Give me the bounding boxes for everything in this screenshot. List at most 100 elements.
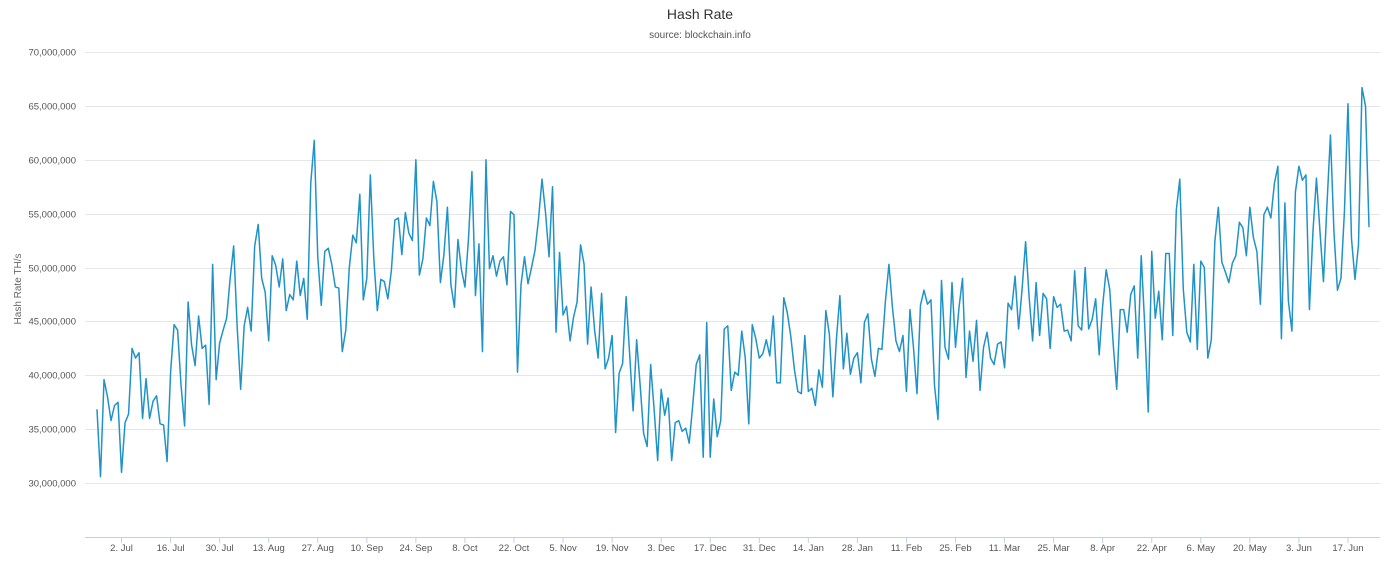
data-point[interactable] [841,367,845,371]
data-point[interactable] [866,312,870,316]
data-point[interactable] [684,426,688,430]
data-point[interactable] [225,316,229,320]
data-point[interactable] [1143,324,1147,328]
data-point[interactable] [466,238,470,242]
data-point[interactable] [1052,295,1056,299]
data-point[interactable] [358,192,362,196]
data-point[interactable] [876,346,880,350]
data-point[interactable] [158,422,162,426]
data-point[interactable] [1279,337,1283,341]
data-point[interactable] [726,324,730,328]
data-point[interactable] [792,367,796,371]
data-point[interactable] [729,388,733,392]
data-point[interactable] [985,330,989,334]
data-point[interactable] [165,460,169,464]
data-point[interactable] [473,294,477,298]
data-point[interactable] [1223,270,1227,274]
data-point[interactable] [796,390,800,394]
data-point[interactable] [1192,262,1196,266]
data-point[interactable] [1293,190,1297,194]
data-point[interactable] [449,283,453,287]
data-point[interactable] [940,278,944,282]
data-point[interactable] [803,333,807,337]
data-point[interactable] [918,303,922,307]
data-point[interactable] [505,283,509,287]
data-point[interactable] [95,408,99,412]
data-point[interactable] [785,311,789,315]
data-point[interactable] [452,305,456,309]
data-point[interactable] [586,342,590,346]
data-point[interactable] [523,255,527,259]
data-point[interactable] [947,357,951,361]
data-point[interactable] [572,315,576,319]
data-point[interactable] [337,286,341,290]
data-point[interactable] [1055,305,1059,309]
data-point[interactable] [1297,164,1301,168]
data-point[interactable] [1010,308,1014,312]
data-point[interactable] [1185,330,1189,334]
data-point[interactable] [1139,254,1143,258]
data-point[interactable] [347,266,351,270]
data-point[interactable] [281,257,285,261]
data-point[interactable] [596,356,600,360]
data-point[interactable] [1150,249,1154,253]
data-point[interactable] [487,267,491,271]
data-point[interactable] [950,281,954,285]
data-point[interactable] [1328,133,1332,137]
data-point[interactable] [1059,302,1063,306]
data-point[interactable] [652,408,656,412]
data-point[interactable] [740,329,744,333]
data-point[interactable] [1314,176,1318,180]
data-point[interactable] [186,300,190,304]
data-point[interactable] [1017,327,1021,331]
data-point[interactable] [116,400,120,404]
data-point[interactable] [435,200,439,204]
data-point[interactable] [1234,254,1238,258]
data-point[interactable] [708,455,712,459]
data-point[interactable] [1265,205,1269,209]
data-point[interactable] [291,298,295,302]
data-point[interactable] [172,323,176,327]
data-point[interactable] [1367,225,1371,229]
data-point[interactable] [1076,324,1080,328]
data-point[interactable] [996,342,1000,346]
data-point[interactable] [558,250,562,254]
data-point[interactable] [1325,203,1329,207]
data-point[interactable] [1160,338,1164,342]
data-point[interactable] [1083,266,1087,270]
data-point[interactable] [1237,220,1241,224]
data-point[interactable] [1339,276,1343,280]
data-point[interactable] [480,350,484,354]
data-point[interactable] [659,387,663,391]
data-point[interactable] [1227,281,1231,285]
data-point[interactable] [1041,291,1045,295]
data-point[interactable] [1066,328,1070,332]
data-point[interactable] [862,321,866,325]
data-point[interactable] [305,317,309,321]
data-point[interactable] [1364,104,1368,108]
data-point[interactable] [831,395,835,399]
data-point[interactable] [810,386,814,390]
data-point[interactable] [663,413,667,417]
data-point[interactable] [1125,330,1129,334]
data-point[interactable] [501,255,505,259]
data-point[interactable] [407,231,411,235]
data-point[interactable] [964,375,968,379]
data-point[interactable] [975,318,979,322]
data-point[interactable] [1073,269,1077,273]
data-point[interactable] [666,396,670,400]
data-point[interactable] [656,458,660,462]
data-point[interactable] [1216,205,1220,209]
data-point[interactable] [323,249,327,253]
data-point[interactable] [908,308,912,312]
data-point[interactable] [368,173,372,177]
data-point[interactable] [712,397,716,401]
data-point[interactable] [607,356,611,360]
data-point[interactable] [827,332,831,336]
data-point[interactable] [459,268,463,272]
data-point[interactable] [221,328,225,332]
data-point[interactable] [859,381,863,385]
data-point[interactable] [649,363,653,367]
data-point[interactable] [1129,293,1133,297]
data-point[interactable] [414,158,418,162]
